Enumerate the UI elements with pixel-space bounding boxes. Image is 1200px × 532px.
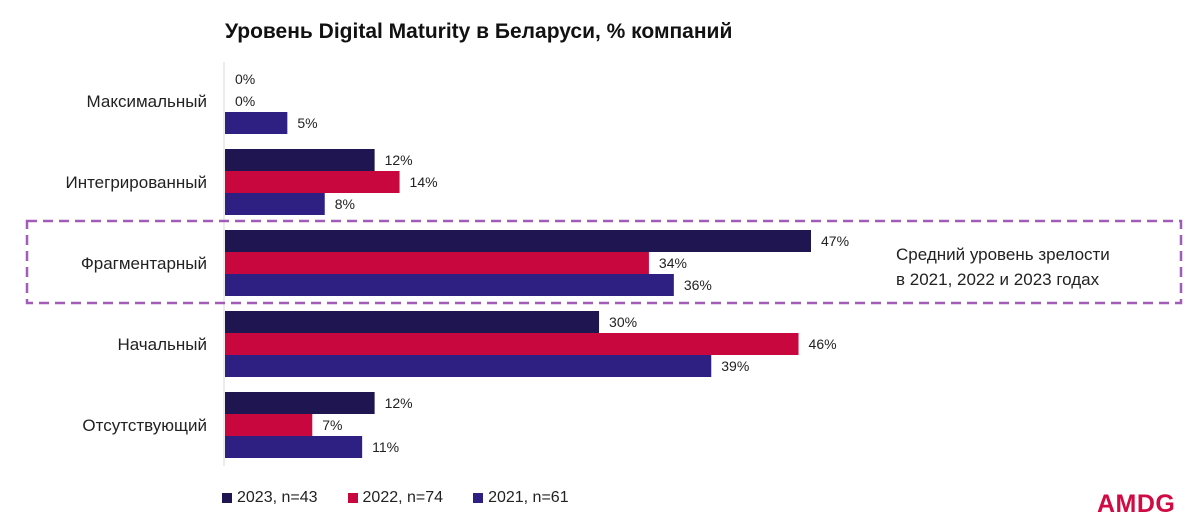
category-label: Фрагментарный <box>81 254 207 273</box>
data-label: 7% <box>322 417 342 433</box>
bar-2022-n-74 <box>225 333 799 355</box>
legend-item-2022: 2022, n=74 <box>347 489 444 507</box>
highlight-box <box>25 219 1183 305</box>
category-label: Начальный <box>117 335 207 354</box>
category-label: Интегрированный <box>65 173 207 192</box>
bar-2023-n-43 <box>225 392 375 414</box>
data-label: 46% <box>809 336 837 352</box>
bar-2021-n-61 <box>225 112 288 134</box>
category-label: Отсутствующий <box>82 416 207 435</box>
legend-item-2023: 2023, n=43 <box>222 489 318 507</box>
data-label: 14% <box>410 174 438 190</box>
bar-2022-n-74 <box>225 252 649 274</box>
legend-swatch-2021 <box>473 493 484 503</box>
data-label: 11% <box>372 439 399 455</box>
bar-2021-n-61 <box>225 193 325 215</box>
data-label: 8% <box>335 196 355 212</box>
legend-label-2021: 2021, n=61 <box>488 489 569 506</box>
data-label: 12% <box>385 152 413 168</box>
legend-label-2022: 2022, n=74 <box>362 489 444 506</box>
bar-2021-n-61 <box>225 274 674 296</box>
data-label: 12% <box>385 395 413 411</box>
bar-2023-n-43 <box>225 230 811 252</box>
data-label: 0% <box>235 93 255 109</box>
data-label: 39% <box>721 358 749 374</box>
legend-label-2023: 2023, n=43 <box>237 489 318 506</box>
legend-swatch-2023 <box>222 493 232 503</box>
highlight-annotation: Средний уровень зрелости в 2021, 2022 и … <box>896 242 1110 292</box>
bar-2022-n-74 <box>225 171 400 193</box>
data-label: 0% <box>235 71 255 87</box>
legend-item-2021: 2021, n=61 <box>473 489 569 507</box>
data-label: 36% <box>684 277 712 293</box>
data-label: 5% <box>297 115 317 131</box>
data-label: 34% <box>659 255 687 271</box>
bar-2023-n-43 <box>225 149 375 171</box>
chart-legend: 2023, n=43 2022, n=74 2021, n=61 <box>222 489 569 507</box>
bar-2021-n-61 <box>225 436 363 458</box>
bar-2023-n-43 <box>225 311 600 333</box>
data-label: 30% <box>609 314 637 330</box>
amdg-logo: AMDG <box>1097 490 1176 518</box>
data-label: 47% <box>821 233 849 249</box>
legend-swatch-2022 <box>347 493 358 503</box>
bar-2021-n-61 <box>225 355 712 377</box>
category-label: Максимальный <box>87 92 207 111</box>
chart-title: Уровень Digital Maturity в Беларуси, % к… <box>225 20 733 43</box>
annotation-line-2: в 2021, 2022 и 2023 годах <box>896 270 1100 289</box>
bar-2022-n-74 <box>225 414 313 436</box>
annotation-line-1: Средний уровень зрелости <box>896 245 1110 264</box>
